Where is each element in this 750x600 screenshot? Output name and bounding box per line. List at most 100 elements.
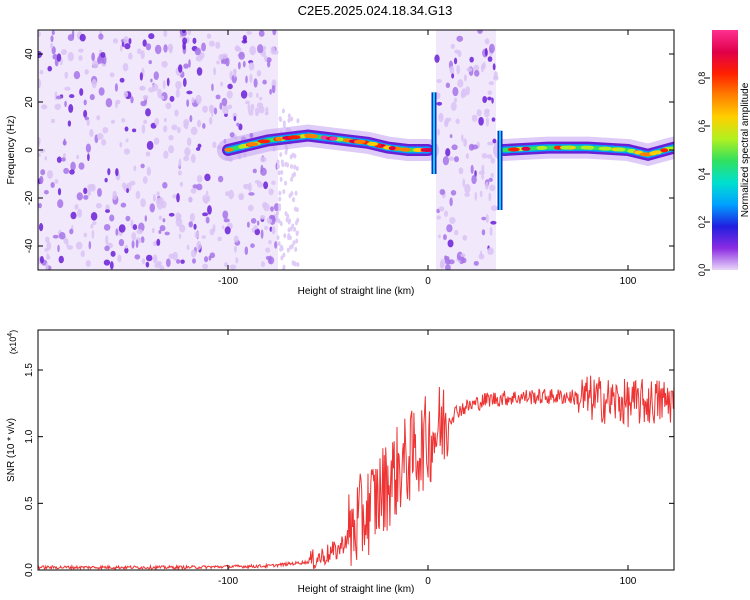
noise-speck bbox=[142, 95, 149, 100]
noise-speck bbox=[279, 283, 282, 288]
snr-y-label: SNR (10 * v/v) bbox=[6, 418, 17, 482]
noise-speck bbox=[281, 282, 284, 287]
noise-speck bbox=[58, 255, 64, 264]
noise-speck bbox=[277, 218, 281, 224]
x-tick-label: -100 bbox=[218, 576, 238, 587]
noise-speck bbox=[293, 153, 297, 159]
noise-speck bbox=[479, 250, 483, 257]
noise-speck bbox=[282, 266, 286, 270]
noise-speck bbox=[168, 135, 174, 141]
noise-speck bbox=[115, 100, 118, 109]
noise-speck bbox=[280, 246, 284, 252]
noise-speck bbox=[114, 83, 118, 92]
noise-speck bbox=[164, 231, 170, 236]
noise-speck bbox=[485, 213, 489, 224]
noise-speck bbox=[450, 189, 457, 196]
snr-x-label: Height of straight line (km) bbox=[298, 584, 415, 595]
noise-speck bbox=[445, 263, 451, 270]
noise-speck bbox=[457, 50, 462, 58]
noise-speck bbox=[238, 51, 245, 60]
snr-multiplier: (x104) bbox=[7, 330, 18, 354]
noise-speck bbox=[242, 60, 246, 68]
noise-speck bbox=[180, 259, 185, 264]
noise-speck bbox=[460, 253, 466, 258]
noise-speck bbox=[145, 261, 150, 268]
noise-speck bbox=[278, 190, 282, 196]
noise-speck bbox=[148, 60, 153, 65]
noise-speck bbox=[197, 119, 202, 128]
noise-speck bbox=[80, 250, 85, 258]
noise-speck bbox=[45, 236, 50, 243]
noise-speck bbox=[183, 118, 190, 127]
noise-speck bbox=[437, 128, 440, 136]
y-tick-label: 20 bbox=[24, 96, 35, 108]
noise-speck bbox=[489, 226, 493, 236]
noise-speck bbox=[256, 92, 259, 98]
noise-speck bbox=[253, 78, 258, 88]
noise-speck bbox=[177, 214, 182, 219]
noise-speck bbox=[465, 153, 469, 159]
noise-speck bbox=[469, 56, 474, 63]
noise-speck bbox=[140, 236, 145, 244]
noise-speck bbox=[444, 119, 449, 128]
noise-speck bbox=[103, 259, 111, 266]
noise-speck bbox=[212, 141, 217, 149]
noise-speck bbox=[445, 82, 451, 89]
noise-speck bbox=[282, 189, 286, 195]
noise-speck bbox=[481, 229, 486, 236]
noise-speck bbox=[266, 57, 272, 63]
noise-speck bbox=[471, 114, 478, 122]
noise-speck bbox=[139, 86, 144, 91]
noise-speck bbox=[187, 196, 193, 203]
noise-speck bbox=[460, 90, 465, 99]
noise-speck bbox=[263, 203, 270, 212]
noise-speck bbox=[205, 216, 210, 224]
noise-speck bbox=[84, 69, 89, 75]
noise-speck bbox=[223, 218, 230, 223]
noise-speck bbox=[75, 241, 83, 250]
noise-speck bbox=[436, 215, 441, 220]
noise-speck bbox=[39, 175, 44, 185]
noise-speck bbox=[250, 243, 255, 248]
ridge-hotspot bbox=[521, 146, 531, 151]
noise-speck bbox=[145, 151, 151, 157]
noise-speck bbox=[237, 61, 241, 70]
noise-speck bbox=[96, 115, 101, 121]
x-tick-label: 100 bbox=[620, 576, 637, 587]
noise-speck bbox=[208, 40, 216, 47]
noise-speck bbox=[179, 224, 186, 233]
noise-speck bbox=[269, 88, 272, 95]
noise-speck bbox=[143, 119, 148, 125]
noise-speck bbox=[222, 210, 229, 219]
noise-speck bbox=[280, 169, 284, 175]
noise-speck bbox=[274, 241, 278, 249]
noise-speck bbox=[118, 224, 126, 233]
noise-speck bbox=[447, 117, 452, 122]
noise-speck bbox=[196, 183, 203, 191]
noise-speck bbox=[44, 156, 47, 161]
noise-speck bbox=[282, 273, 285, 278]
noise-speck bbox=[162, 80, 166, 90]
ridge-hotspot bbox=[329, 136, 338, 141]
noise-speck bbox=[270, 46, 276, 55]
noise-speck bbox=[186, 137, 192, 146]
noise-speck bbox=[211, 107, 214, 117]
noise-speck bbox=[76, 154, 80, 160]
noise-speck bbox=[91, 79, 97, 89]
spectrogram-noise bbox=[38, 30, 499, 288]
noise-speck bbox=[276, 163, 280, 169]
spectrogram-ridge bbox=[217, 92, 674, 210]
noise-speck bbox=[145, 43, 152, 51]
colorbar-tick-label: 0.2 bbox=[697, 216, 707, 229]
noise-speck bbox=[105, 209, 110, 213]
ridge-hotspot bbox=[388, 146, 396, 151]
noise-speck bbox=[229, 132, 235, 138]
noise-speck bbox=[190, 126, 198, 136]
noise-speck bbox=[152, 254, 158, 264]
noise-speck bbox=[446, 224, 453, 233]
noise-speck bbox=[192, 37, 197, 44]
noise-speck bbox=[221, 97, 228, 107]
noise-speck bbox=[243, 183, 250, 190]
noise-speck bbox=[54, 178, 59, 184]
noise-speck bbox=[172, 251, 178, 261]
